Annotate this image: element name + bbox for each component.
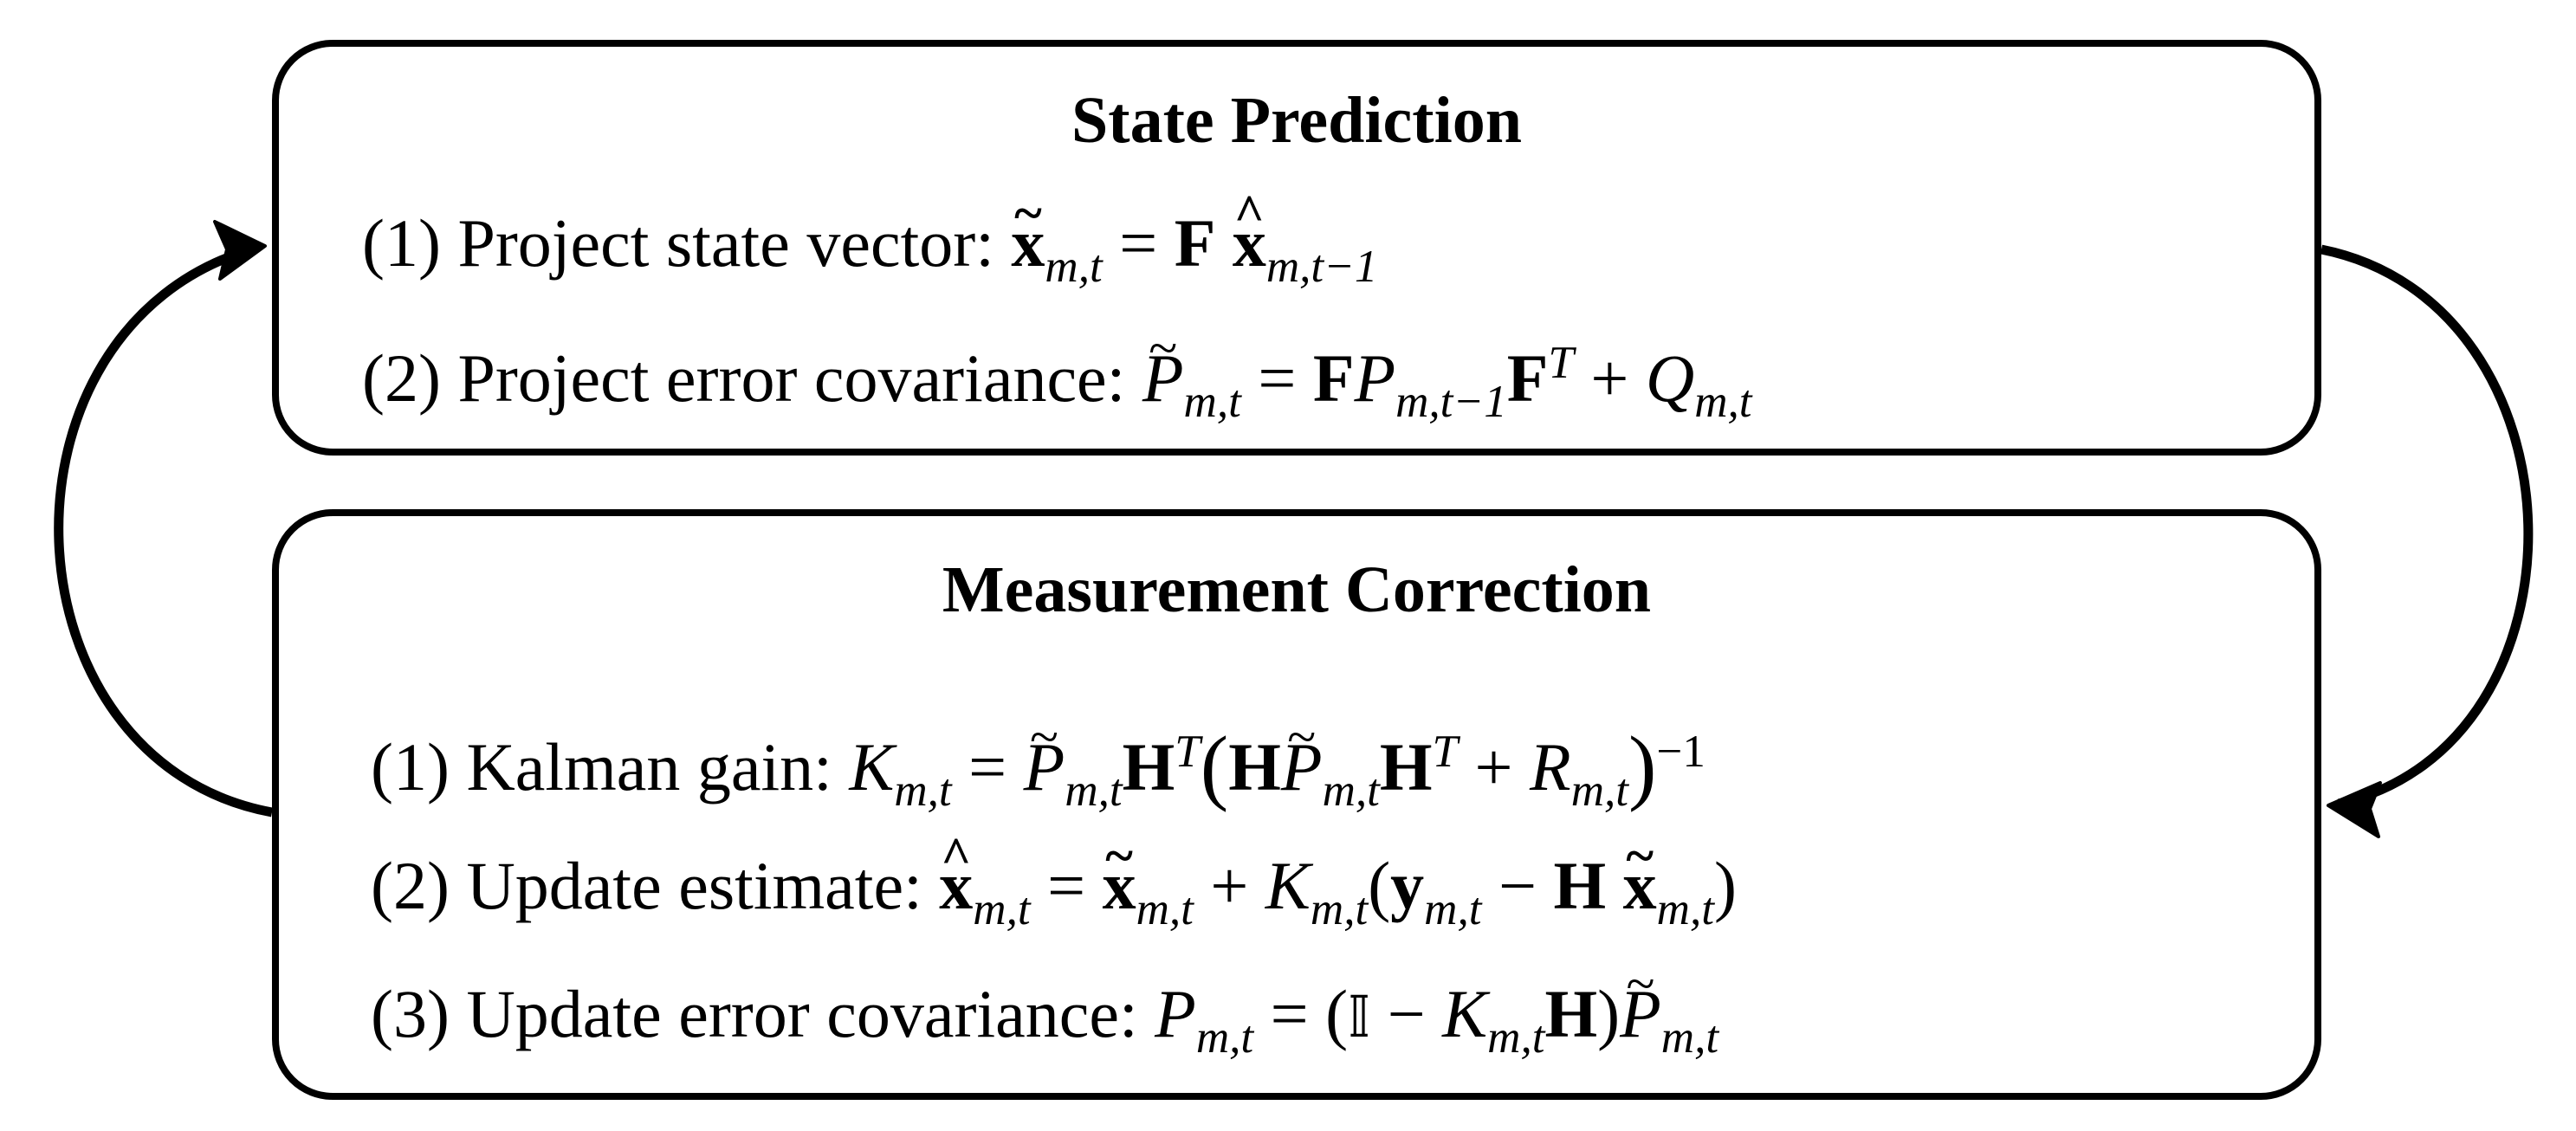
- state-prediction-box: State Prediction (1) Project state vecto…: [272, 40, 2321, 456]
- p-tilde-symbol: P ~: [1142, 319, 1184, 416]
- x-tilde-symbol: x ~: [1011, 184, 1045, 281]
- left-cycle-arrow: [54, 244, 274, 818]
- project-state-vector-row: (1) Project state vector: x ~ m,t = F x ^ m,…: [362, 184, 1378, 293]
- right-cycle-arrow: [2320, 244, 2534, 809]
- state-prediction-title: State Prediction: [1071, 84, 1522, 157]
- right-arrowhead: [2327, 781, 2382, 838]
- project-error-covariance-row: (2) Project error covariance: P ~ m,t = FP…: [362, 319, 1752, 428]
- update-estimate-row: (2) Update estimate: x ^ m,t = x ~ m,t + Km,…: [371, 826, 1737, 935]
- update-error-covariance-row: (3) Update error covariance: Pm,t = (𝕀 −…: [371, 954, 1719, 1063]
- left-arrowhead: [213, 220, 267, 281]
- x-hat-symbol: x ^: [1232, 184, 1266, 281]
- kalman-gain-row: (1) Kalman gain: Km,t = P ~ m,tHT(HP ~ m,tHT…: [371, 708, 1705, 817]
- measurement-correction-box: Measurement Correction (1) Kalman gain: …: [272, 509, 2321, 1100]
- measurement-correction-title: Measurement Correction: [942, 553, 1652, 626]
